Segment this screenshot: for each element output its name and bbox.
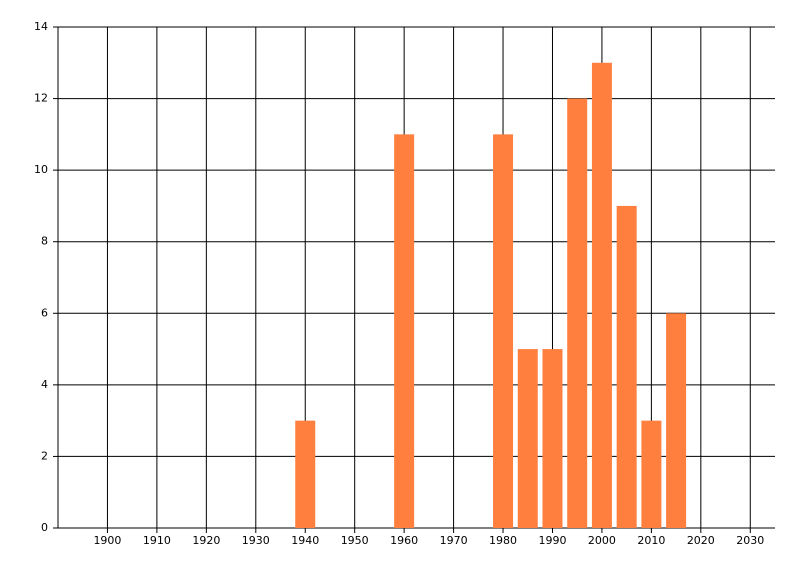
x-tick-label: 2020 [687, 534, 715, 547]
x-tick-label: 2000 [588, 534, 616, 547]
x-tick-label: 1900 [93, 534, 121, 547]
bar [394, 134, 415, 528]
y-tick-label: 6 [41, 306, 48, 319]
bar [591, 62, 612, 529]
x-tick-label: 1950 [341, 534, 369, 547]
x-tick-label: 1980 [489, 534, 517, 547]
x-tick-label: 1910 [143, 534, 171, 547]
bar [542, 349, 563, 528]
bar [616, 205, 637, 528]
x-tick-label: 1970 [440, 534, 468, 547]
bar [666, 313, 687, 528]
y-tick-label: 14 [34, 20, 48, 33]
x-tick-label: 1930 [242, 534, 270, 547]
x-tick-label: 1940 [291, 534, 319, 547]
x-tick-label: 2010 [637, 534, 665, 547]
bar [493, 134, 514, 528]
y-tick-label: 8 [41, 235, 48, 248]
y-tick-label: 12 [34, 92, 48, 105]
bar [295, 420, 316, 528]
x-tick-label: 1960 [390, 534, 418, 547]
y-tick-label: 2 [41, 449, 48, 462]
y-tick-label: 10 [34, 163, 48, 176]
bar [641, 420, 662, 528]
x-tick-label: 1990 [538, 534, 566, 547]
y-tick-label: 0 [41, 521, 48, 534]
x-tick-label: 1920 [192, 534, 220, 547]
bar [567, 98, 588, 529]
y-tick-label: 4 [41, 378, 48, 391]
bar [517, 349, 538, 528]
x-tick-label: 2030 [736, 534, 764, 547]
